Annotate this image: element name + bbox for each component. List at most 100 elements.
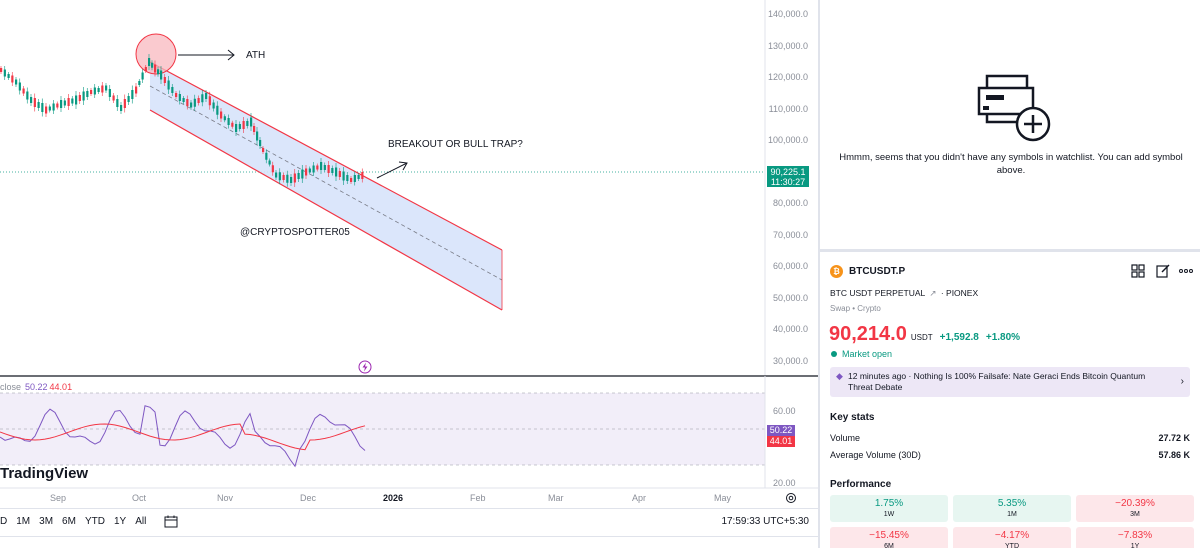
symbol-ticker[interactable]: BTCUSDT.P	[849, 265, 906, 277]
performance-cell-1m[interactable]: 5.35% 1M	[953, 495, 1071, 522]
tradingview-logo[interactable]: TradingView	[0, 465, 89, 482]
candle-body	[278, 172, 281, 181]
candle-body	[238, 124, 241, 129]
candle-body	[154, 64, 157, 73]
performance-value: 5.35%	[997, 498, 1027, 509]
candle-body	[157, 69, 160, 75]
symbol-exchange[interactable]: PIONEX	[946, 288, 979, 298]
performance-value: −4.17%	[994, 530, 1030, 541]
price-axis-label: 30,000.0	[772, 355, 808, 366]
watermark-handle: @CRYPTOSPOTTER05	[240, 227, 350, 238]
ath-label: ATH	[246, 50, 266, 61]
more-options-icon[interactable]	[1178, 263, 1194, 279]
candle-body	[3, 69, 6, 77]
candle-body	[67, 98, 70, 106]
calendar-icon[interactable]	[164, 515, 178, 528]
price-axis-label: 80,000.0	[772, 198, 808, 208]
time-label-nov: Nov	[217, 493, 234, 503]
performance-cell-ytd[interactable]: −4.17% YTD	[953, 527, 1071, 548]
performance-cell-6m[interactable]: −15.45% 6M	[830, 527, 948, 548]
candle-body	[127, 96, 130, 102]
clock-readout[interactable]: 17:59:33 UTC+5:30	[721, 516, 809, 527]
chevron-right-icon: ›	[1180, 376, 1184, 387]
candle-body	[275, 172, 278, 178]
candle-body	[282, 175, 285, 180]
range-button-d[interactable]: D	[0, 516, 8, 527]
news-icon: ◆	[836, 371, 843, 381]
price-row: 90,214.0 USDT +1,592.8 +1.80%	[829, 323, 1020, 346]
candle-body	[18, 82, 21, 91]
candle-body	[163, 77, 166, 83]
range-button-ytd[interactable]: YTD	[84, 516, 105, 527]
rsi-line	[0, 405, 366, 468]
edit-icon[interactable]	[1155, 263, 1171, 279]
candle-body	[63, 100, 66, 106]
performance-cell-1w[interactable]: 1.75% 1W	[830, 495, 948, 522]
external-link-icon[interactable]: ↗	[929, 288, 937, 298]
candle-body	[346, 175, 349, 181]
rsi-legend-value-2: 44.01	[49, 382, 73, 392]
range-button-6m[interactable]: 6M	[62, 516, 76, 527]
candle-body	[97, 88, 100, 92]
range-button-1y[interactable]: 1Y	[113, 516, 127, 527]
candle-body	[144, 67, 147, 71]
candle-body	[290, 177, 293, 183]
range-button-1m[interactable]: 1M	[16, 516, 31, 527]
rsi-legend-label: close	[0, 382, 22, 392]
candle-body	[182, 98, 185, 102]
candle-body	[316, 165, 319, 170]
rsi-legend[interactable]: close 50.22 44.01	[0, 382, 72, 392]
panel-divider[interactable]	[818, 0, 820, 548]
price-axis-label: 100,000.0	[767, 135, 808, 145]
candle-body	[138, 81, 141, 85]
gear-icon[interactable]	[785, 492, 797, 504]
performance-period: 1M	[1007, 511, 1017, 518]
candle-body	[331, 168, 334, 173]
add-watchlist-icon	[977, 74, 1051, 142]
time-label-mar: Mar	[548, 493, 564, 503]
candle-body	[120, 105, 123, 111]
performance-period: 6M	[884, 543, 894, 548]
lightning-icon[interactable]	[358, 360, 372, 374]
candle-body	[323, 165, 326, 170]
candle-body	[75, 95, 78, 105]
range-button-all[interactable]: All	[135, 516, 147, 527]
price-chart-canvas[interactable]	[0, 0, 818, 548]
candle-body	[246, 121, 249, 126]
price-axis-label: 120,000.0	[767, 72, 808, 82]
candle-body	[135, 86, 138, 94]
candle-body	[338, 171, 341, 177]
range-button-3m[interactable]: 3M	[39, 516, 54, 527]
chart-area[interactable]: 140,000.0 130,000.0 120,000.0 110,000.0 100,…	[0, 0, 818, 548]
candle-body	[256, 131, 259, 141]
time-label-sep: Sep	[50, 493, 67, 503]
channel-mid-line	[149, 85, 503, 281]
candle-body	[235, 124, 238, 132]
candle-body	[167, 80, 170, 90]
performance-cell-3m[interactable]: −20.39% 3M	[1076, 495, 1194, 522]
performance-period: 3M	[1130, 511, 1140, 518]
candle-body	[33, 98, 36, 107]
candle-body	[212, 102, 215, 109]
last-price-tag: 90,225.1 11:30:27	[767, 166, 809, 187]
candle-body	[148, 58, 151, 66]
candle-body	[116, 99, 119, 107]
performance-value: −15.45%	[869, 530, 909, 541]
candle-body	[201, 94, 204, 103]
candle-body	[60, 100, 63, 108]
countdown-timer: 11:30:27	[770, 177, 806, 187]
candle-body	[216, 105, 219, 115]
watchlist-empty-message: Hmmm, seems that you didn't have any sym…	[839, 152, 1183, 176]
channel-upper-line	[149, 61, 503, 251]
price-axis-label: 110,000.0	[768, 103, 808, 114]
performance-cell-1y[interactable]: −7.83% 1Y	[1076, 527, 1194, 548]
price-axis-label: 40,000.0	[772, 324, 808, 334]
price-axis-label: 140,000.0	[767, 9, 808, 19]
symbol-type: Swap • Crypto	[830, 304, 881, 313]
grid-icon[interactable]	[1130, 263, 1146, 279]
candle-body	[41, 103, 44, 112]
stat-label: Average Volume (30D)	[830, 450, 921, 460]
news-banner[interactable]: ◆ 12 minutes ago · Nothing Is 100% Fails…	[830, 367, 1190, 397]
price-currency: USDT	[910, 333, 933, 342]
candle-body	[227, 118, 230, 125]
